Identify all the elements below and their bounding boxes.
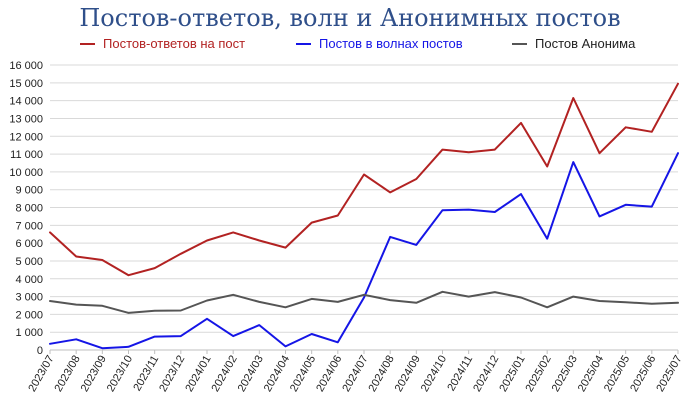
y-tick-label: 16 000 [9,60,43,72]
chart-series [49,82,679,350]
y-tick-label: 8 000 [15,203,43,215]
legend-label: Постов Анонима [535,36,636,51]
y-tick-label: 5 000 [15,256,43,268]
y-axis: 0 1 000 2 000 3 000 4 000 5 000 6 000 7 000 8 00… [9,60,43,357]
y-tick-label: 9 000 [15,185,43,197]
y-tick-label: 10 000 [9,167,43,179]
chart-title: Постов-ответов, волн и Анонимных постов [79,4,620,32]
y-tick-label: 1 000 [15,327,43,339]
y-tick-label: 13 000 [9,113,43,125]
y-tick-label: 11 000 [10,149,43,161]
y-tick-label: 3 000 [15,292,43,304]
y-tick-label: 6 000 [15,238,43,250]
series-line-1 [49,82,679,277]
y-tick-label: 12 000 [9,131,43,143]
y-tick-label: 0 [37,345,43,357]
legend-label: Постов-ответов на пост [103,36,245,51]
series-line-2 [49,152,679,350]
y-tick-label: 4 000 [15,274,43,286]
chart-grid [50,64,678,351]
x-tick-label: 2025/07 [654,354,684,394]
x-axis: 2023/072023/082023/092023/102023/112023/… [26,350,685,394]
y-tick-label: 14 000 [9,96,43,108]
y-tick-label: 2 000 [15,309,43,321]
y-tick-label: 7 000 [15,220,43,232]
series-line-3 [49,290,679,314]
chart-legend: Постов-ответов на пост Постов в волнах по… [80,36,636,51]
y-tick-label: 15 000 [9,78,43,90]
legend-label: Постов в волнах постов [319,36,463,51]
